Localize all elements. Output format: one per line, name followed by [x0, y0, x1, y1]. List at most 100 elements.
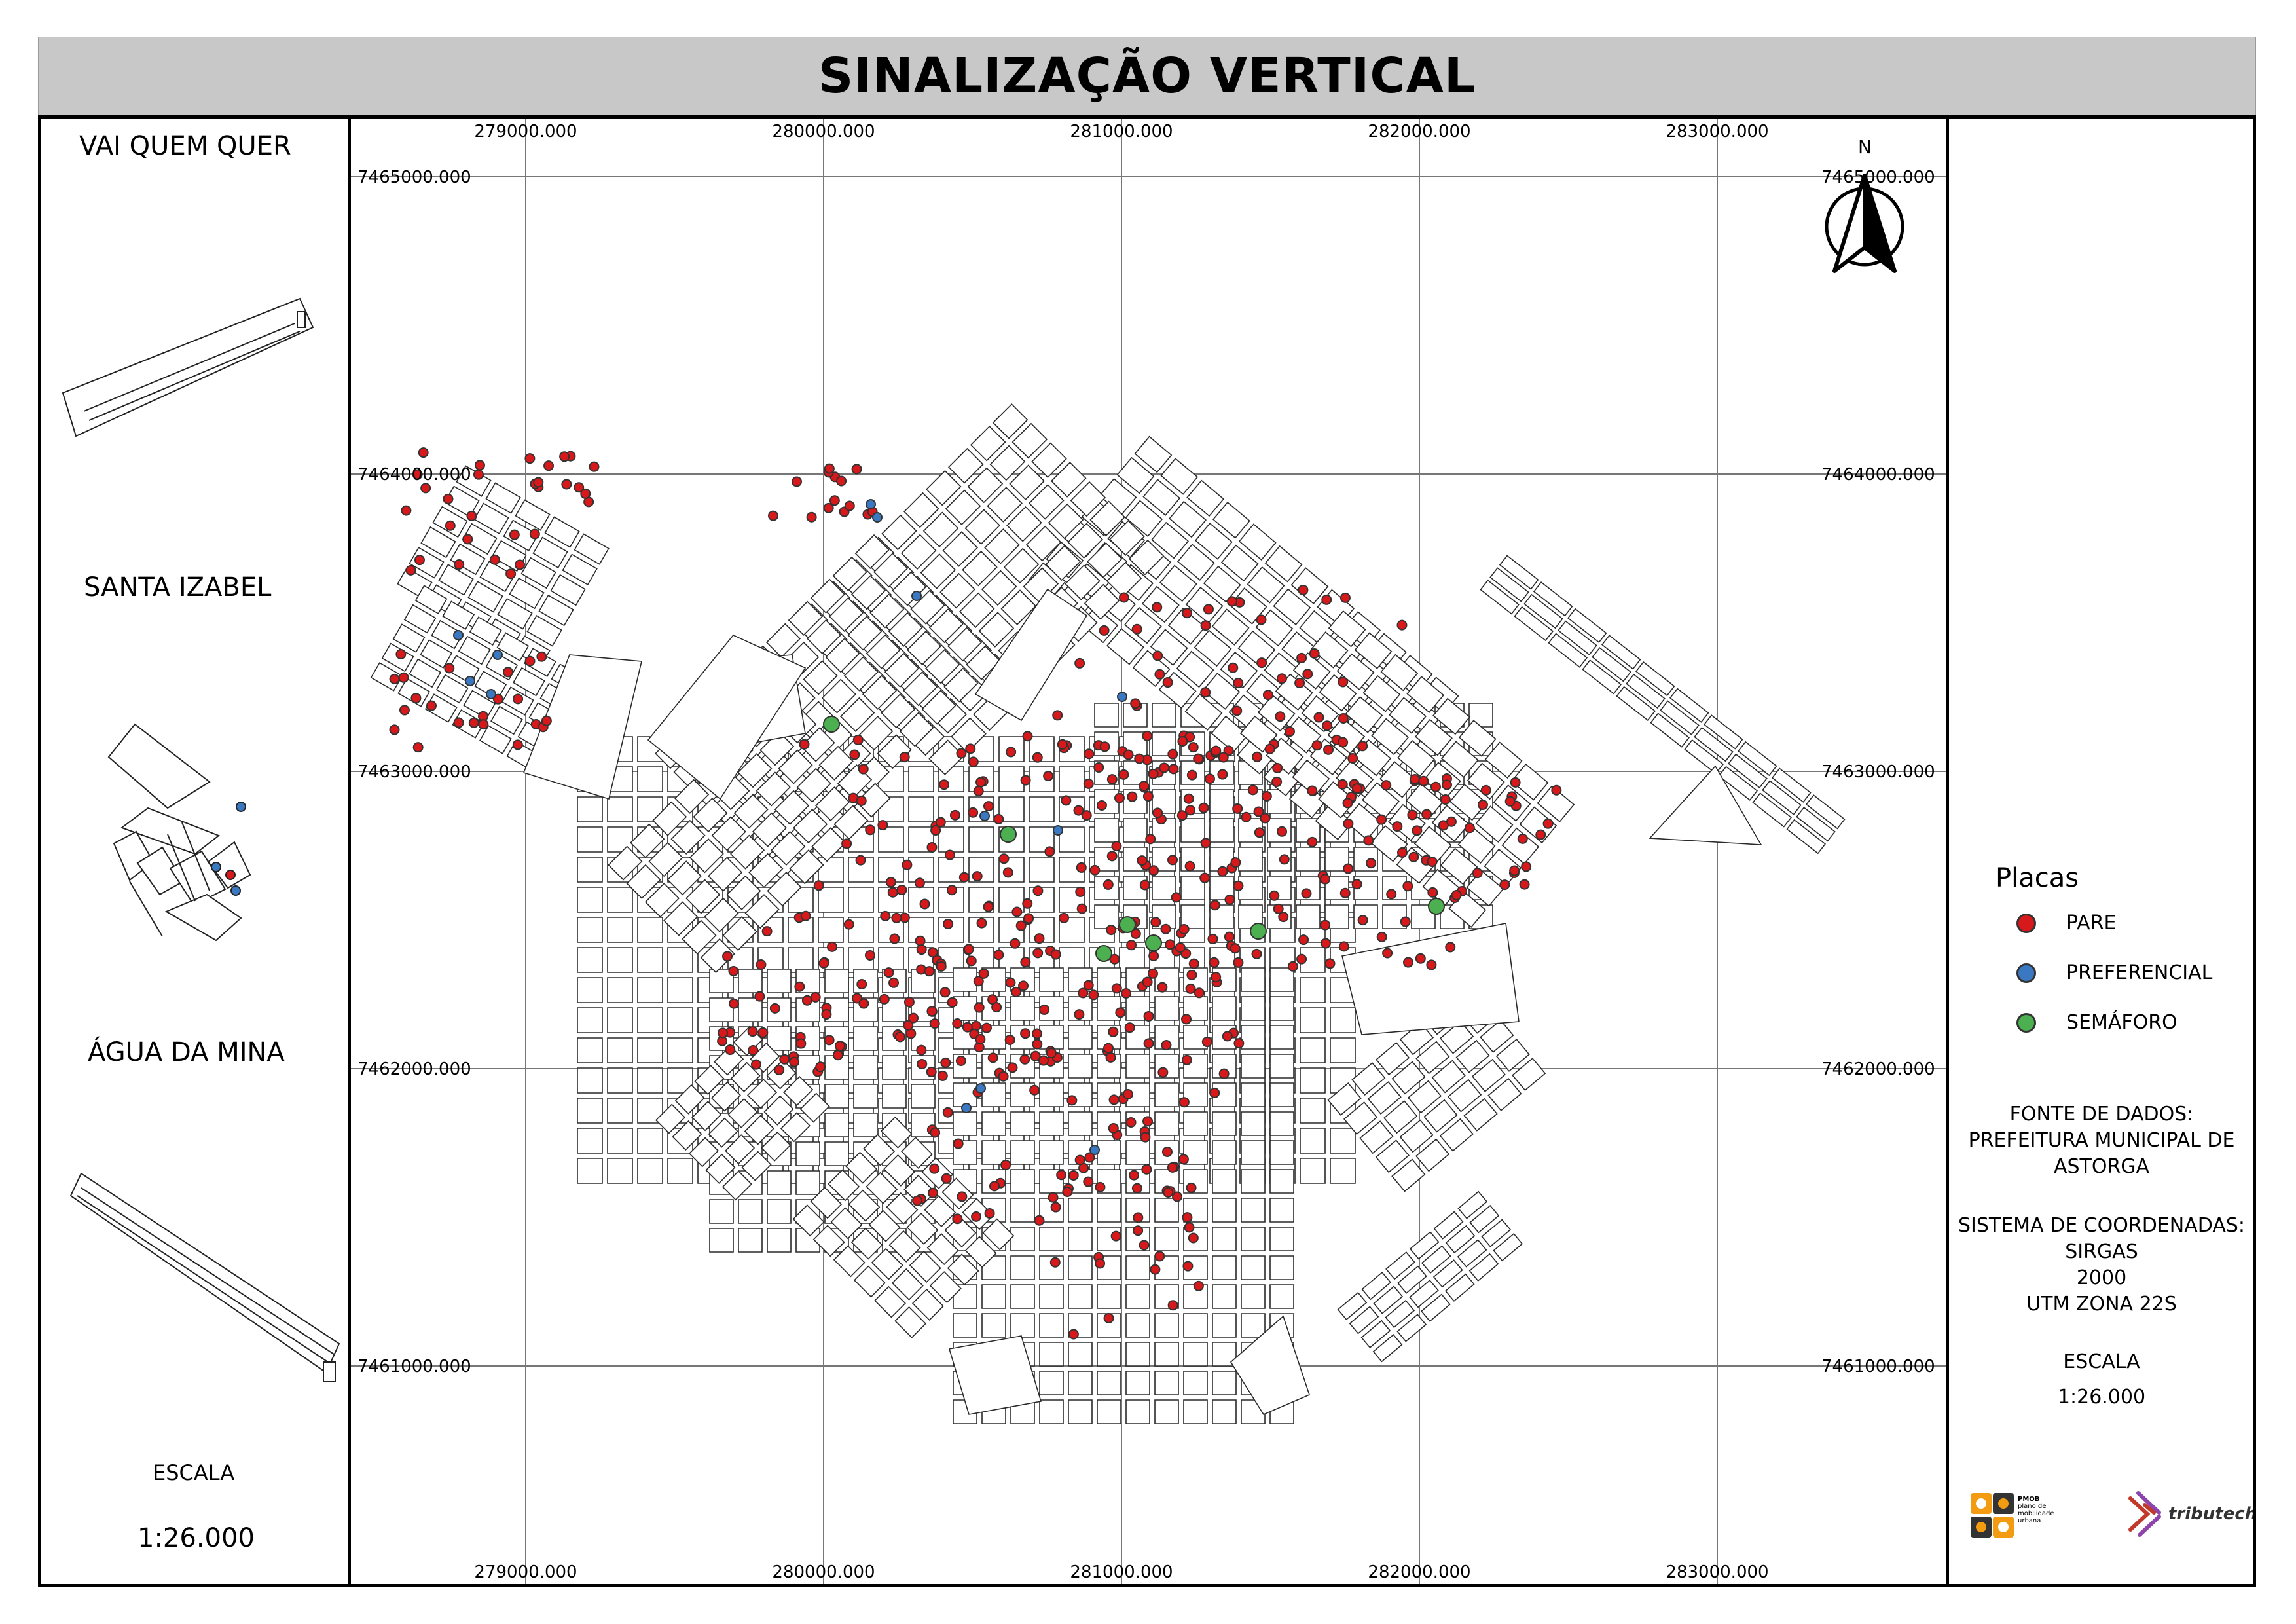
sign-marker: [1311, 740, 1322, 751]
city-block: [763, 1095, 794, 1126]
city-block: [1011, 422, 1048, 459]
sign-marker: [942, 1107, 953, 1118]
sign-marker: [879, 993, 890, 1005]
city-block: [1499, 555, 1539, 590]
city-block: [607, 917, 633, 943]
sign-marker: [1204, 773, 1215, 784]
sign-marker: [1277, 826, 1288, 837]
city-block: [1448, 1079, 1482, 1113]
sign-marker: [1338, 737, 1349, 748]
sign-marker: [1022, 898, 1033, 909]
sign-marker: [1145, 834, 1156, 845]
sign-marker: [725, 1044, 736, 1056]
sign-marker: [1160, 923, 1171, 934]
city-block: [637, 766, 663, 792]
sign-marker: [979, 811, 990, 821]
sign-marker: [1185, 983, 1196, 994]
sign-marker: [1175, 942, 1186, 953]
city-block: [577, 887, 603, 913]
city-block: [981, 1111, 1006, 1136]
sign-marker: [1343, 818, 1354, 829]
city-block: [1059, 766, 1085, 792]
city-block: [1194, 523, 1233, 560]
city-block: [1176, 544, 1215, 581]
city-block: [947, 1253, 979, 1286]
sign-marker: [1084, 748, 1095, 760]
city-block: [877, 734, 912, 769]
sign-marker: [1122, 1089, 1133, 1100]
sign-marker: [1181, 1014, 1192, 1025]
city-block: [577, 1037, 603, 1063]
sign-marker: [810, 991, 821, 1003]
sign-marker: [1264, 743, 1275, 754]
city-block: [1367, 1081, 1402, 1115]
sign-marker: [1145, 934, 1162, 951]
city-block: [473, 502, 509, 534]
sign-marker: [1519, 879, 1530, 890]
city-block: [1134, 435, 1173, 473]
city-block: [874, 1285, 906, 1318]
sign-marker: [1307, 836, 1318, 847]
city-block: [1183, 1313, 1208, 1338]
sign-marker: [1178, 1097, 1190, 1108]
city-block: [780, 1112, 811, 1143]
city-block: [1495, 1038, 1530, 1072]
sign-marker: [813, 880, 824, 891]
city-block: [1616, 686, 1656, 722]
sign-marker: [1230, 943, 1241, 954]
city-block: [863, 1134, 896, 1166]
city-block: [1375, 1139, 1410, 1173]
city-block: [911, 1026, 936, 1051]
map-view[interactable]: [351, 115, 1946, 1587]
sign-marker: [978, 968, 989, 979]
sign-marker: [1421, 809, 1432, 820]
sign-marker: [987, 1052, 998, 1063]
city-block: [1440, 847, 1478, 885]
sign-marker: [943, 918, 954, 929]
city-block: [1635, 661, 1675, 697]
city-block: [1094, 703, 1119, 728]
sign-marker: [1152, 807, 1163, 819]
city-block: [888, 612, 923, 647]
sign-marker: [908, 1012, 919, 1024]
sign-marker: [1143, 1010, 1154, 1022]
city-block: [1116, 456, 1155, 494]
sign-marker: [1188, 958, 1199, 969]
sign-marker: [1347, 752, 1358, 764]
sign-marker: [1438, 820, 1449, 831]
city-block: [878, 826, 904, 853]
city-block: [866, 1172, 898, 1204]
city-block: [833, 1245, 866, 1278]
sign-marker: [1232, 803, 1243, 814]
city-block: [1059, 826, 1085, 853]
sign-marker: [1102, 879, 1114, 890]
map-frame: [38, 115, 2256, 1587]
city-block: [1327, 1082, 1362, 1116]
sign-marker: [1287, 961, 1298, 972]
sign-marker: [1396, 619, 1408, 631]
city-block: [968, 826, 994, 853]
map-canvas: [351, 115, 1946, 1587]
sign-marker: [1298, 584, 1309, 595]
city-block: [756, 771, 791, 807]
title-bar: SINALIZAÇÃO VERTICAL: [38, 37, 2256, 115]
sign-marker: [1096, 800, 1107, 811]
city-block: [1433, 1211, 1464, 1240]
city-block: [1160, 458, 1199, 495]
sign-marker: [1382, 948, 1393, 959]
city-block: [1167, 608, 1206, 645]
city-block: [818, 857, 844, 883]
sign-marker: [1043, 771, 1054, 782]
sign-marker: [1046, 1048, 1057, 1059]
sign-marker: [1184, 1222, 1195, 1233]
sign-marker: [930, 1127, 941, 1138]
sign-marker: [389, 724, 400, 735]
city-block: [1449, 783, 1487, 821]
sign-marker: [1157, 1067, 1169, 1078]
city-block: [1152, 847, 1176, 872]
grid-label-bottom-x5: 283000.000: [1666, 1562, 1769, 1582]
city-block: [626, 864, 661, 899]
city-block: [1269, 1198, 1294, 1223]
sign-marker: [1351, 879, 1362, 890]
city-block: [710, 1081, 741, 1112]
